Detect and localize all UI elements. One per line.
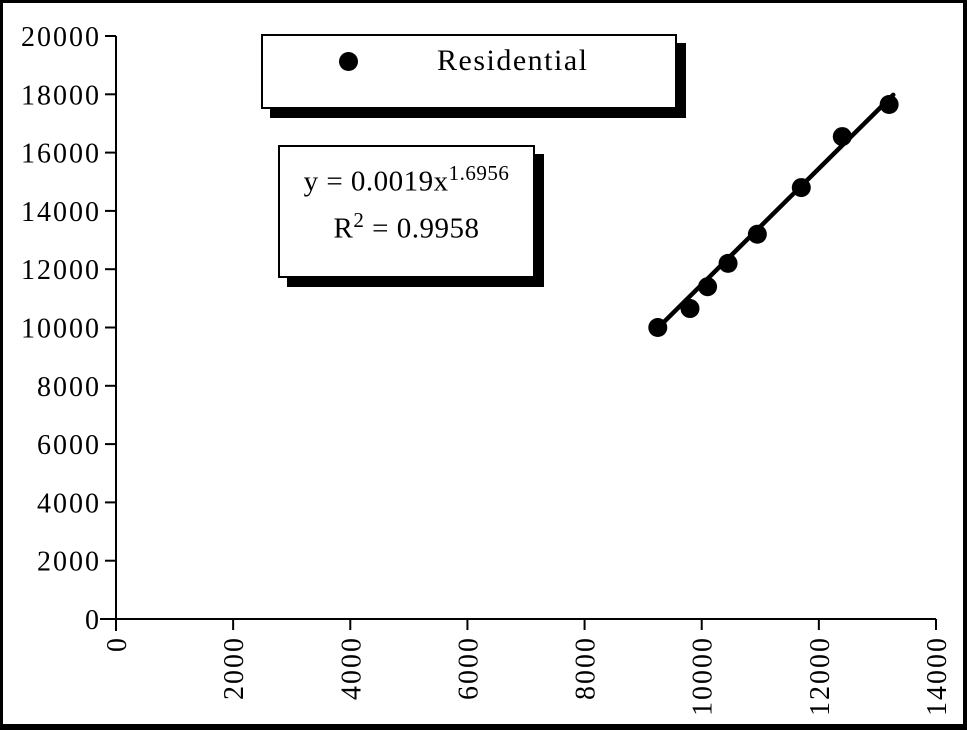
power-trendline: [655, 92, 896, 331]
r2-exponent: 2: [353, 207, 365, 232]
y-axis-tick-label: 14000: [21, 197, 101, 228]
x-axis-tick-label: 8000: [571, 636, 602, 700]
x-axis-tick-label: 2000: [219, 636, 250, 700]
legend-series-label: Residential: [437, 44, 589, 77]
legend-box: Residential: [261, 34, 677, 109]
x-axis-tick-label: 6000: [453, 636, 484, 700]
equation-base: y = 0.0019x: [303, 165, 449, 198]
y-axis-tick-label: 16000: [21, 139, 101, 170]
data-point: [680, 299, 700, 319]
data-point: [648, 318, 668, 337]
series-marker-icon: [339, 52, 358, 71]
y-axis-tick-label: 20000: [21, 22, 101, 53]
data-point: [718, 253, 738, 273]
y-axis-tick-label: 4000: [37, 488, 101, 519]
y-axis-tick-label: 2000: [37, 547, 101, 578]
r2-rest: = 0.9958: [364, 212, 480, 245]
trendline-equation-box: y = 0.0019x1.6956 R2 = 0.9958: [278, 145, 535, 278]
data-point: [747, 224, 767, 244]
data-point: [832, 127, 852, 147]
y-axis-tick-label: 12000: [21, 255, 101, 286]
y-axis-tick-label: 0: [85, 605, 101, 636]
equation-exponent: 1.6956: [448, 161, 510, 185]
y-axis-tick-label: 18000: [21, 80, 101, 111]
x-axis-tick-label: 4000: [336, 636, 367, 700]
x-axis-tick-label: 12000: [805, 636, 836, 716]
r2-base: R: [333, 212, 354, 245]
data-point: [791, 178, 811, 198]
y-axis-tick-label: 8000: [37, 372, 101, 403]
x-axis-tick-label: 0: [102, 636, 133, 652]
data-point: [698, 277, 718, 297]
y-axis-tick-label: 10000: [21, 314, 101, 345]
x-axis-tick-label: 10000: [688, 636, 719, 716]
data-point: [879, 95, 899, 115]
r-squared-value: R2 = 0.9958: [280, 208, 533, 246]
x-axis-tick-label: 14000: [922, 636, 953, 716]
scatter-plot-canvas: 0 2000 4000 6000 8000 10000 12000 14000 16000 180…: [21, 22, 953, 716]
y-axis-tick-label: 6000: [37, 430, 101, 461]
trendline-equation: y = 0.0019x1.6956: [280, 161, 533, 199]
